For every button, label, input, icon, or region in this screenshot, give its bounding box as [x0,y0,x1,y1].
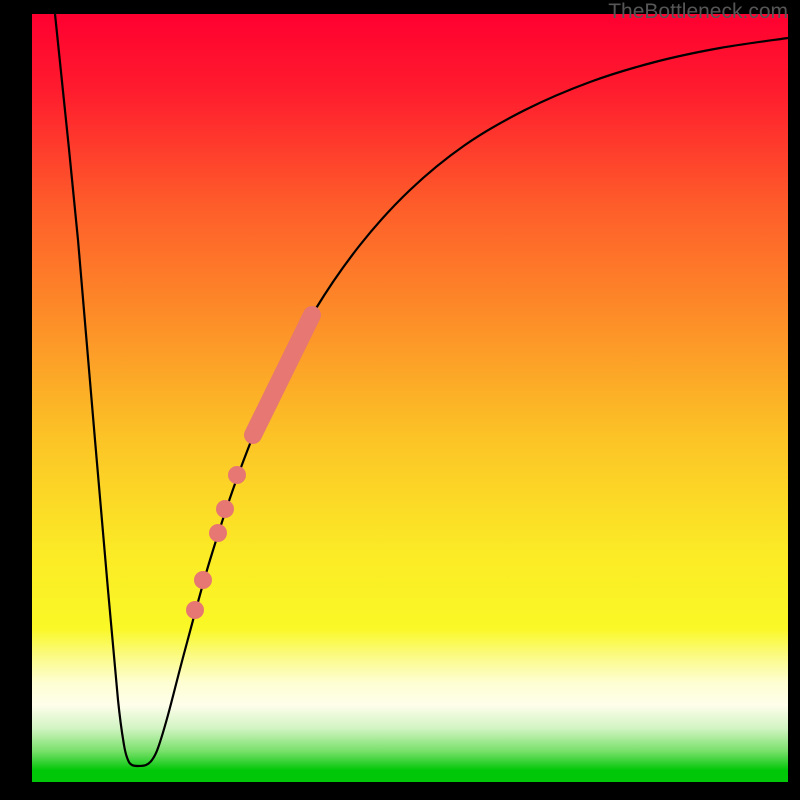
marker-dot [216,500,234,518]
marker-dot [209,524,227,542]
chart-container: TheBottleneck.com [0,0,800,800]
marker-dot [186,601,204,619]
watermark-text: TheBottleneck.com [608,0,788,24]
marker-dot [228,466,246,484]
marker-dot [194,571,212,589]
plot-background [32,14,788,782]
chart-svg [0,0,800,800]
